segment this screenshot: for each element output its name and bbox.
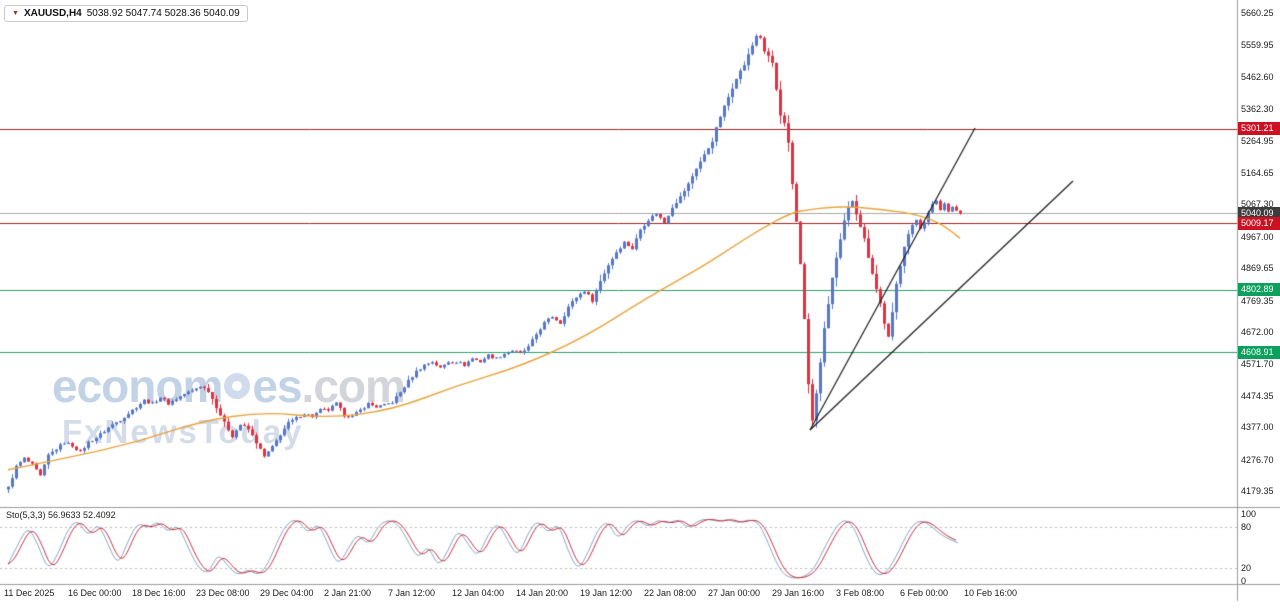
stochastic-tick-label: 100	[1241, 509, 1257, 519]
stochastic-tick-label: 20	[1241, 562, 1252, 573]
price-tick-label: 4571.70	[1241, 359, 1274, 370]
stochastic-tick-label: 80	[1241, 522, 1252, 533]
price-tick-label: 5559.95	[1241, 40, 1274, 51]
price-tick-label: 5264.95	[1241, 135, 1274, 146]
price-tick-label: 5462.60	[1241, 71, 1274, 82]
price-tick-label: 5660.25	[1241, 8, 1274, 18]
price-axis[interactable]: 5660.25 5559.95 5462.60 5362.30 5264.95 5164.…	[1238, 0, 1280, 601]
price-tick-label: 4967.00	[1241, 231, 1274, 242]
price-level-tag-resistance: 5301.21	[1238, 122, 1280, 136]
ohlc-values: 5038.92 5047.74 5028.36 5040.09	[86, 8, 240, 19]
price-tick-label: 5362.30	[1241, 104, 1274, 115]
symbol-info-bar: ▼ XAUUSD,H4 5038.92 5047.74 5028.36 5040…	[4, 5, 248, 22]
price-tick-label: 4869.65	[1241, 263, 1274, 274]
price-level-tag-resistance: 5009.17	[1238, 216, 1280, 230]
price-level-tag-support: 4608.91	[1238, 345, 1280, 359]
price-tick-label: 4474.35	[1241, 390, 1274, 401]
symbol-dropdown-icon[interactable]: ▼	[12, 10, 19, 17]
price-tick-label: 4769.35	[1241, 295, 1274, 306]
stochastic-tick-label: 0	[1241, 576, 1247, 586]
price-level-tag-last-price: 5040.09	[1238, 206, 1280, 220]
stochastic-indicator-label: Sto(5,3,3) 56.9633 52.4092	[6, 510, 116, 520]
price-tick-label: 4276.70	[1241, 454, 1274, 465]
price-tick-label: 5067.30	[1241, 199, 1274, 210]
price-tick-label: 4377.00	[1241, 422, 1274, 433]
price-tick-label: 4179.35	[1241, 486, 1274, 496]
price-tick-label: 5164.65	[1241, 167, 1274, 178]
price-level-tag-support: 4802.89	[1238, 283, 1280, 297]
symbol-timeframe-label: XAUUSD,H4	[23, 8, 82, 19]
price-tick-label: 4672.00	[1241, 326, 1274, 337]
